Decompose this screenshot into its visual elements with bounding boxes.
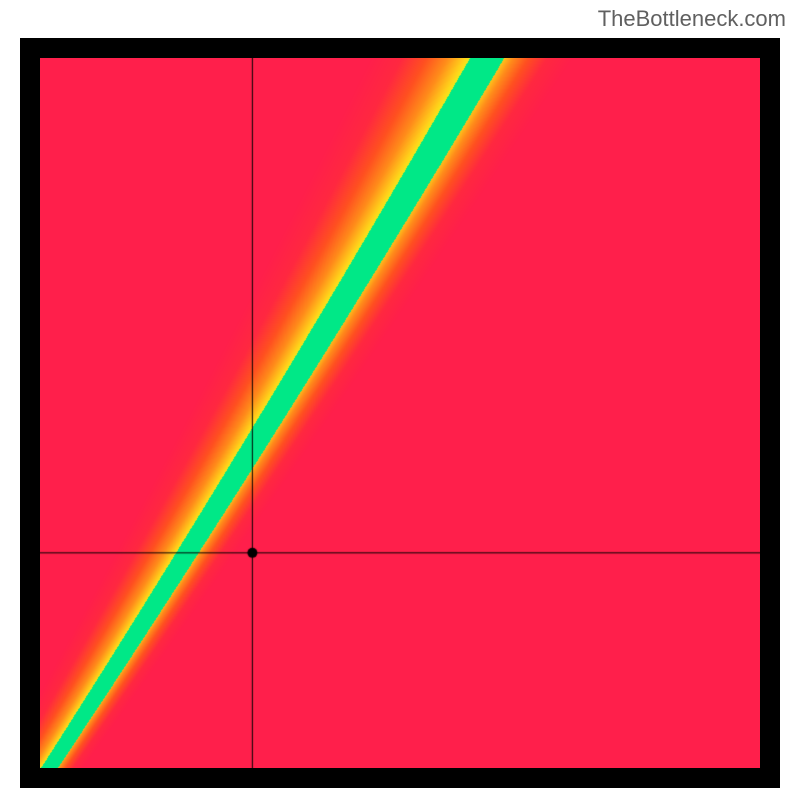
- bottleneck-heatmap: [40, 58, 760, 768]
- watermark-text: TheBottleneck.com: [598, 6, 786, 32]
